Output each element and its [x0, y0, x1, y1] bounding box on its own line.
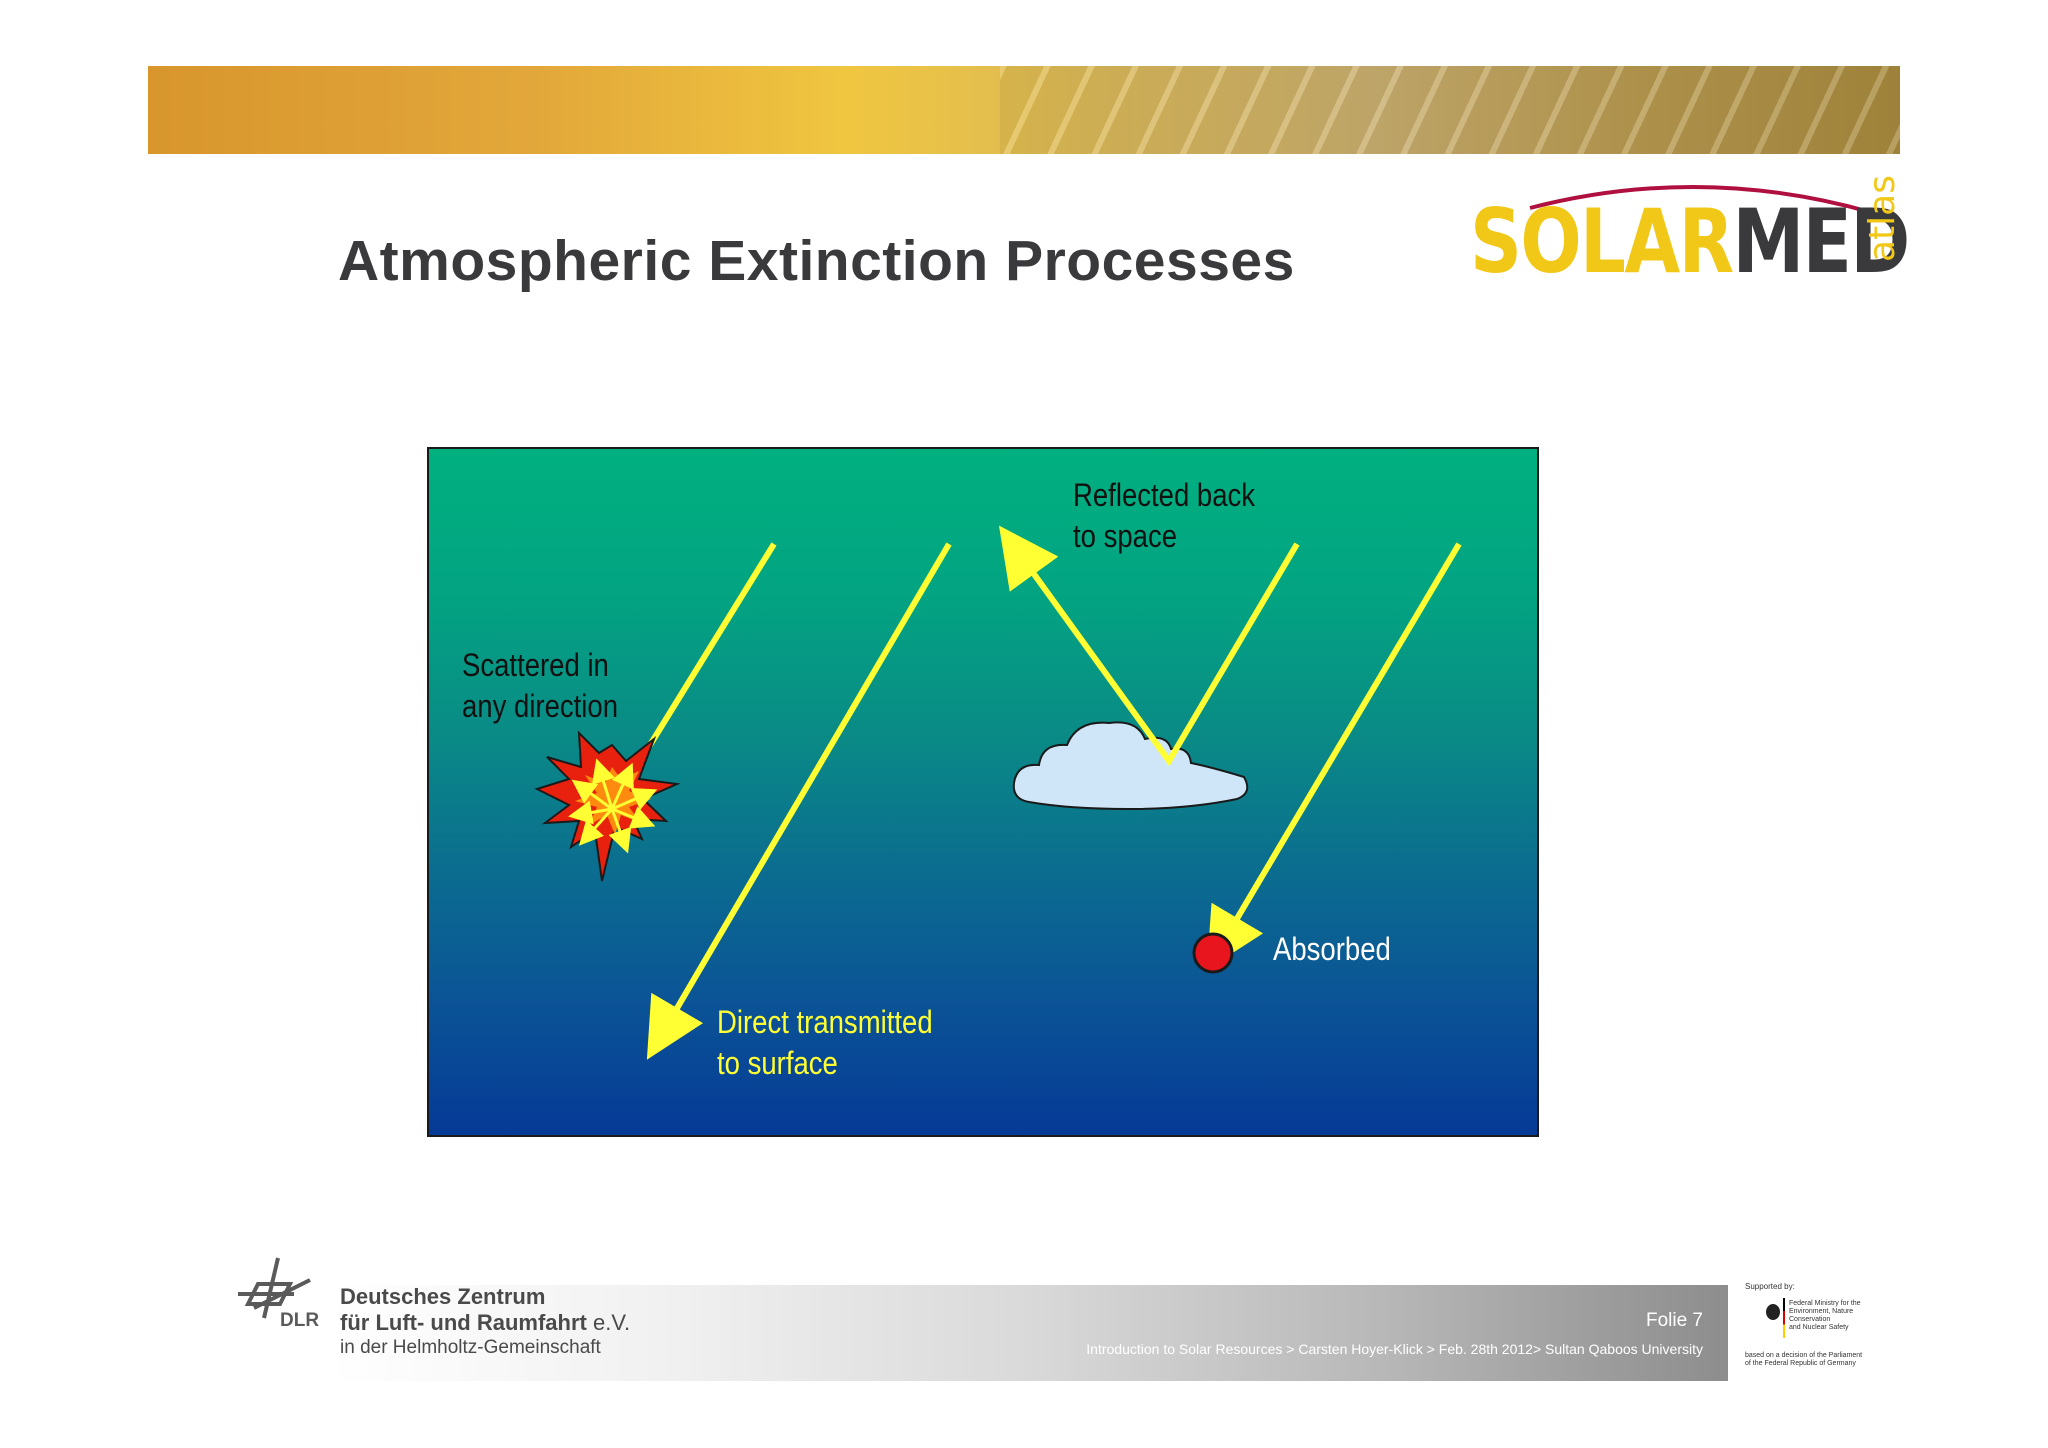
org-name-line3: in der Helmholtz-Gemeinschaft: [340, 1337, 601, 1358]
solarmed-logo: SOLARMED atlas: [1470, 172, 1910, 298]
slide-number: Folie 7: [1645, 1310, 1703, 1331]
banner-texture: [1000, 66, 1900, 154]
direct-ray: [646, 542, 952, 1060]
footer-credit: Introduction to Solar Resources > Carste…: [1086, 1341, 1703, 1357]
ministry-text: Federal Ministry for the Environment, Na…: [1789, 1300, 1861, 1331]
logo-wordmark: SOLARMED: [1470, 198, 1910, 286]
diagram-canvas: [534, 525, 1462, 1060]
dlr-abbreviation: DLR: [280, 1310, 320, 1331]
label-direct: Direct transmitted to surface: [717, 1004, 933, 1081]
supported-by-label: Supported by:: [1745, 1282, 1795, 1291]
logo-arc-icon: [1529, 184, 1871, 214]
cloud-icon: [1012, 721, 1249, 811]
page-title: Atmospheric Extinction Processes: [338, 229, 1295, 293]
extinction-diagram: Reflected back to space Scattered in any…: [427, 447, 1539, 1137]
org-name-line2: für Luft- und Raumfahrt e.V.: [340, 1310, 630, 1336]
logo-med-text: MED: [1732, 190, 1911, 293]
burst-icon: [534, 730, 681, 882]
flag-stripe: [1783, 1298, 1785, 1338]
footer-bar: [330, 1285, 1728, 1381]
org-ev-text: e.V.: [586, 1310, 631, 1335]
decision-text: based on a decision of the Parliament of…: [1745, 1352, 1863, 1367]
reflected-ray: [998, 525, 1300, 767]
org-name-line2-text: für Luft- und Raumfahrt: [340, 1310, 587, 1335]
label-scattered: Scattered in any direction: [462, 647, 619, 724]
logo-atlas-text: atlas: [1862, 175, 1903, 262]
dlr-logo-icon: [238, 1257, 311, 1319]
federal-eagle-icon: [1766, 1304, 1780, 1320]
absorber-dot-icon: [1192, 932, 1234, 974]
sponsor-block: Supported by: Federal Ministry for the E…: [1745, 1282, 1895, 1372]
label-reflected: Reflected back to space: [1073, 477, 1256, 554]
logo-solar-text: SOLAR: [1470, 190, 1734, 293]
header-banner: [148, 66, 1900, 154]
absorbed-ray: [1206, 542, 1462, 970]
org-name-line1: Deutsches Zentrum: [340, 1284, 546, 1309]
label-absorbed: Absorbed: [1273, 931, 1391, 967]
